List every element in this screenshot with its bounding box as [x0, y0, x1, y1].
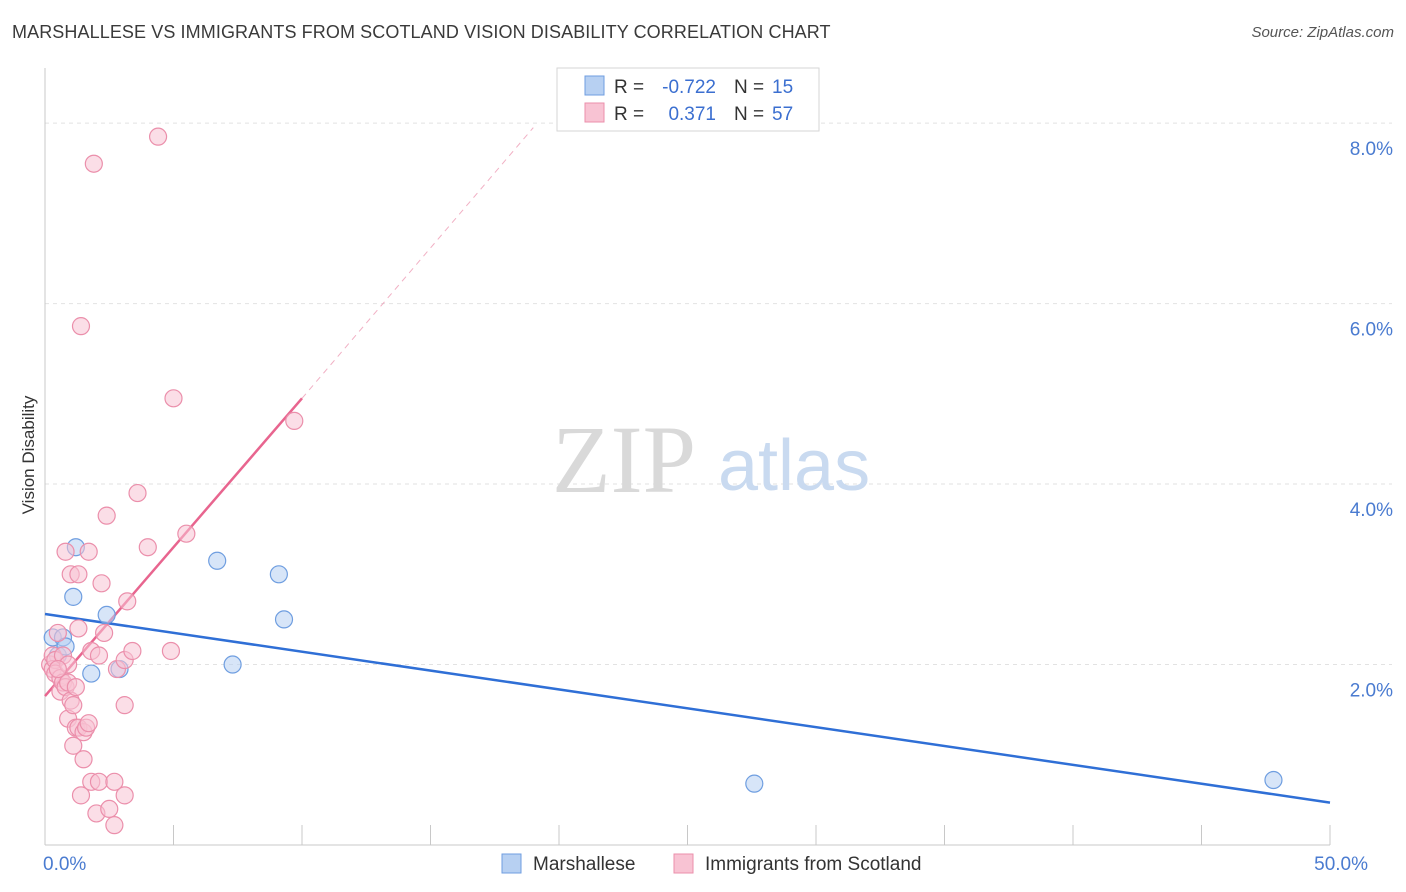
y-tick-label: 8.0% [1350, 139, 1393, 160]
marshallese-point [208, 551, 227, 570]
stat-n-label-0: N = [734, 77, 764, 98]
scotland-point [100, 799, 119, 819]
scotland-point [64, 736, 83, 755]
scotland-point [92, 574, 111, 593]
points-layer [41, 127, 1283, 835]
scotland-point [105, 772, 124, 791]
stat-r-label-1: R = [614, 104, 644, 125]
blue-trend-line [44, 612, 1331, 804]
scotland-point [89, 772, 109, 791]
scotland-point [79, 542, 98, 561]
x-tick-label: 0.0% [43, 854, 86, 875]
scotland-point [115, 786, 134, 805]
chart-title: MARSHALLESE VS IMMIGRANTS FROM SCOTLAND … [12, 22, 831, 42]
scotland-point [69, 619, 88, 638]
watermark-zip: ZIP [552, 406, 696, 513]
scotland-point [138, 538, 157, 557]
scotland-point [69, 565, 88, 584]
legend-label-scotland: Immigrants from Scotland [705, 854, 921, 875]
marshallese-point [82, 664, 101, 683]
scotland-point [164, 389, 183, 408]
stat-swatch-marshallese [584, 75, 605, 96]
marshallese-point [1264, 770, 1283, 790]
marshallese-point [269, 565, 288, 584]
y-tick-label: 2.0% [1350, 681, 1393, 702]
stats-legend-box: R = -0.722 N = 15 R = 0.371 N = 57 [556, 67, 820, 132]
scotland-point [56, 542, 75, 561]
scotland-point [97, 506, 116, 525]
watermark: ZIP atlas [552, 406, 870, 513]
watermark-atlas: atlas [718, 426, 870, 506]
stat-n-label-1: N = [734, 104, 764, 125]
y-tick-label: 6.0% [1350, 320, 1393, 341]
bottom-legend: Marshallese Immigrants from Scotland [501, 853, 921, 875]
marshallese-point [745, 774, 764, 793]
y-axis-label: Vision Disability [19, 395, 38, 514]
legend-swatch-marshallese [501, 853, 522, 874]
x-tick-label: 50.0% [1314, 854, 1368, 875]
marshallese-point [64, 587, 83, 606]
scotland-point [148, 127, 168, 146]
scotland-point [118, 592, 137, 611]
scotland-point [89, 646, 109, 665]
stat-r-label-0: R = [614, 77, 644, 98]
scotland-point [71, 786, 91, 805]
axis-layer: 2.0% 4.0% 6.0% 8.0% 0.0% 50.0% [43, 68, 1393, 875]
stat-r-value-1: 0.371 [668, 104, 716, 125]
scotland-point [177, 524, 196, 543]
marshallese-point [97, 605, 116, 625]
stat-r-value-0: -0.722 [662, 77, 716, 98]
stat-swatch-scotland [584, 102, 605, 123]
stat-n-value-1: 57 [772, 104, 793, 125]
marshallese-point [223, 655, 242, 674]
scotland-point [128, 483, 147, 503]
scotland-point [74, 750, 93, 769]
scotland-point [79, 714, 98, 733]
grid-layer [45, 122, 1392, 666]
marshallese-point [274, 610, 294, 629]
pink-trend-extension [301, 127, 534, 399]
scotland-point [285, 411, 304, 430]
scotland-point [64, 696, 83, 715]
scotland-point [115, 696, 134, 715]
scotland-point [123, 641, 142, 661]
scotland-point [48, 623, 67, 643]
scotland-point [66, 677, 85, 697]
scotland-point [71, 317, 91, 336]
stat-n-value-0: 15 [772, 77, 793, 98]
scotland-point [161, 641, 181, 661]
legend-swatch-scotland [673, 853, 694, 874]
y-tick-label: 4.0% [1350, 500, 1393, 521]
legend-label-marshallese: Marshallese [533, 854, 635, 875]
scotland-point [48, 659, 67, 679]
scotland-point [105, 816, 124, 835]
scotland-point [95, 623, 114, 643]
source-label: Source: ZipAtlas.com [1251, 24, 1394, 41]
scotland-point [84, 154, 103, 173]
